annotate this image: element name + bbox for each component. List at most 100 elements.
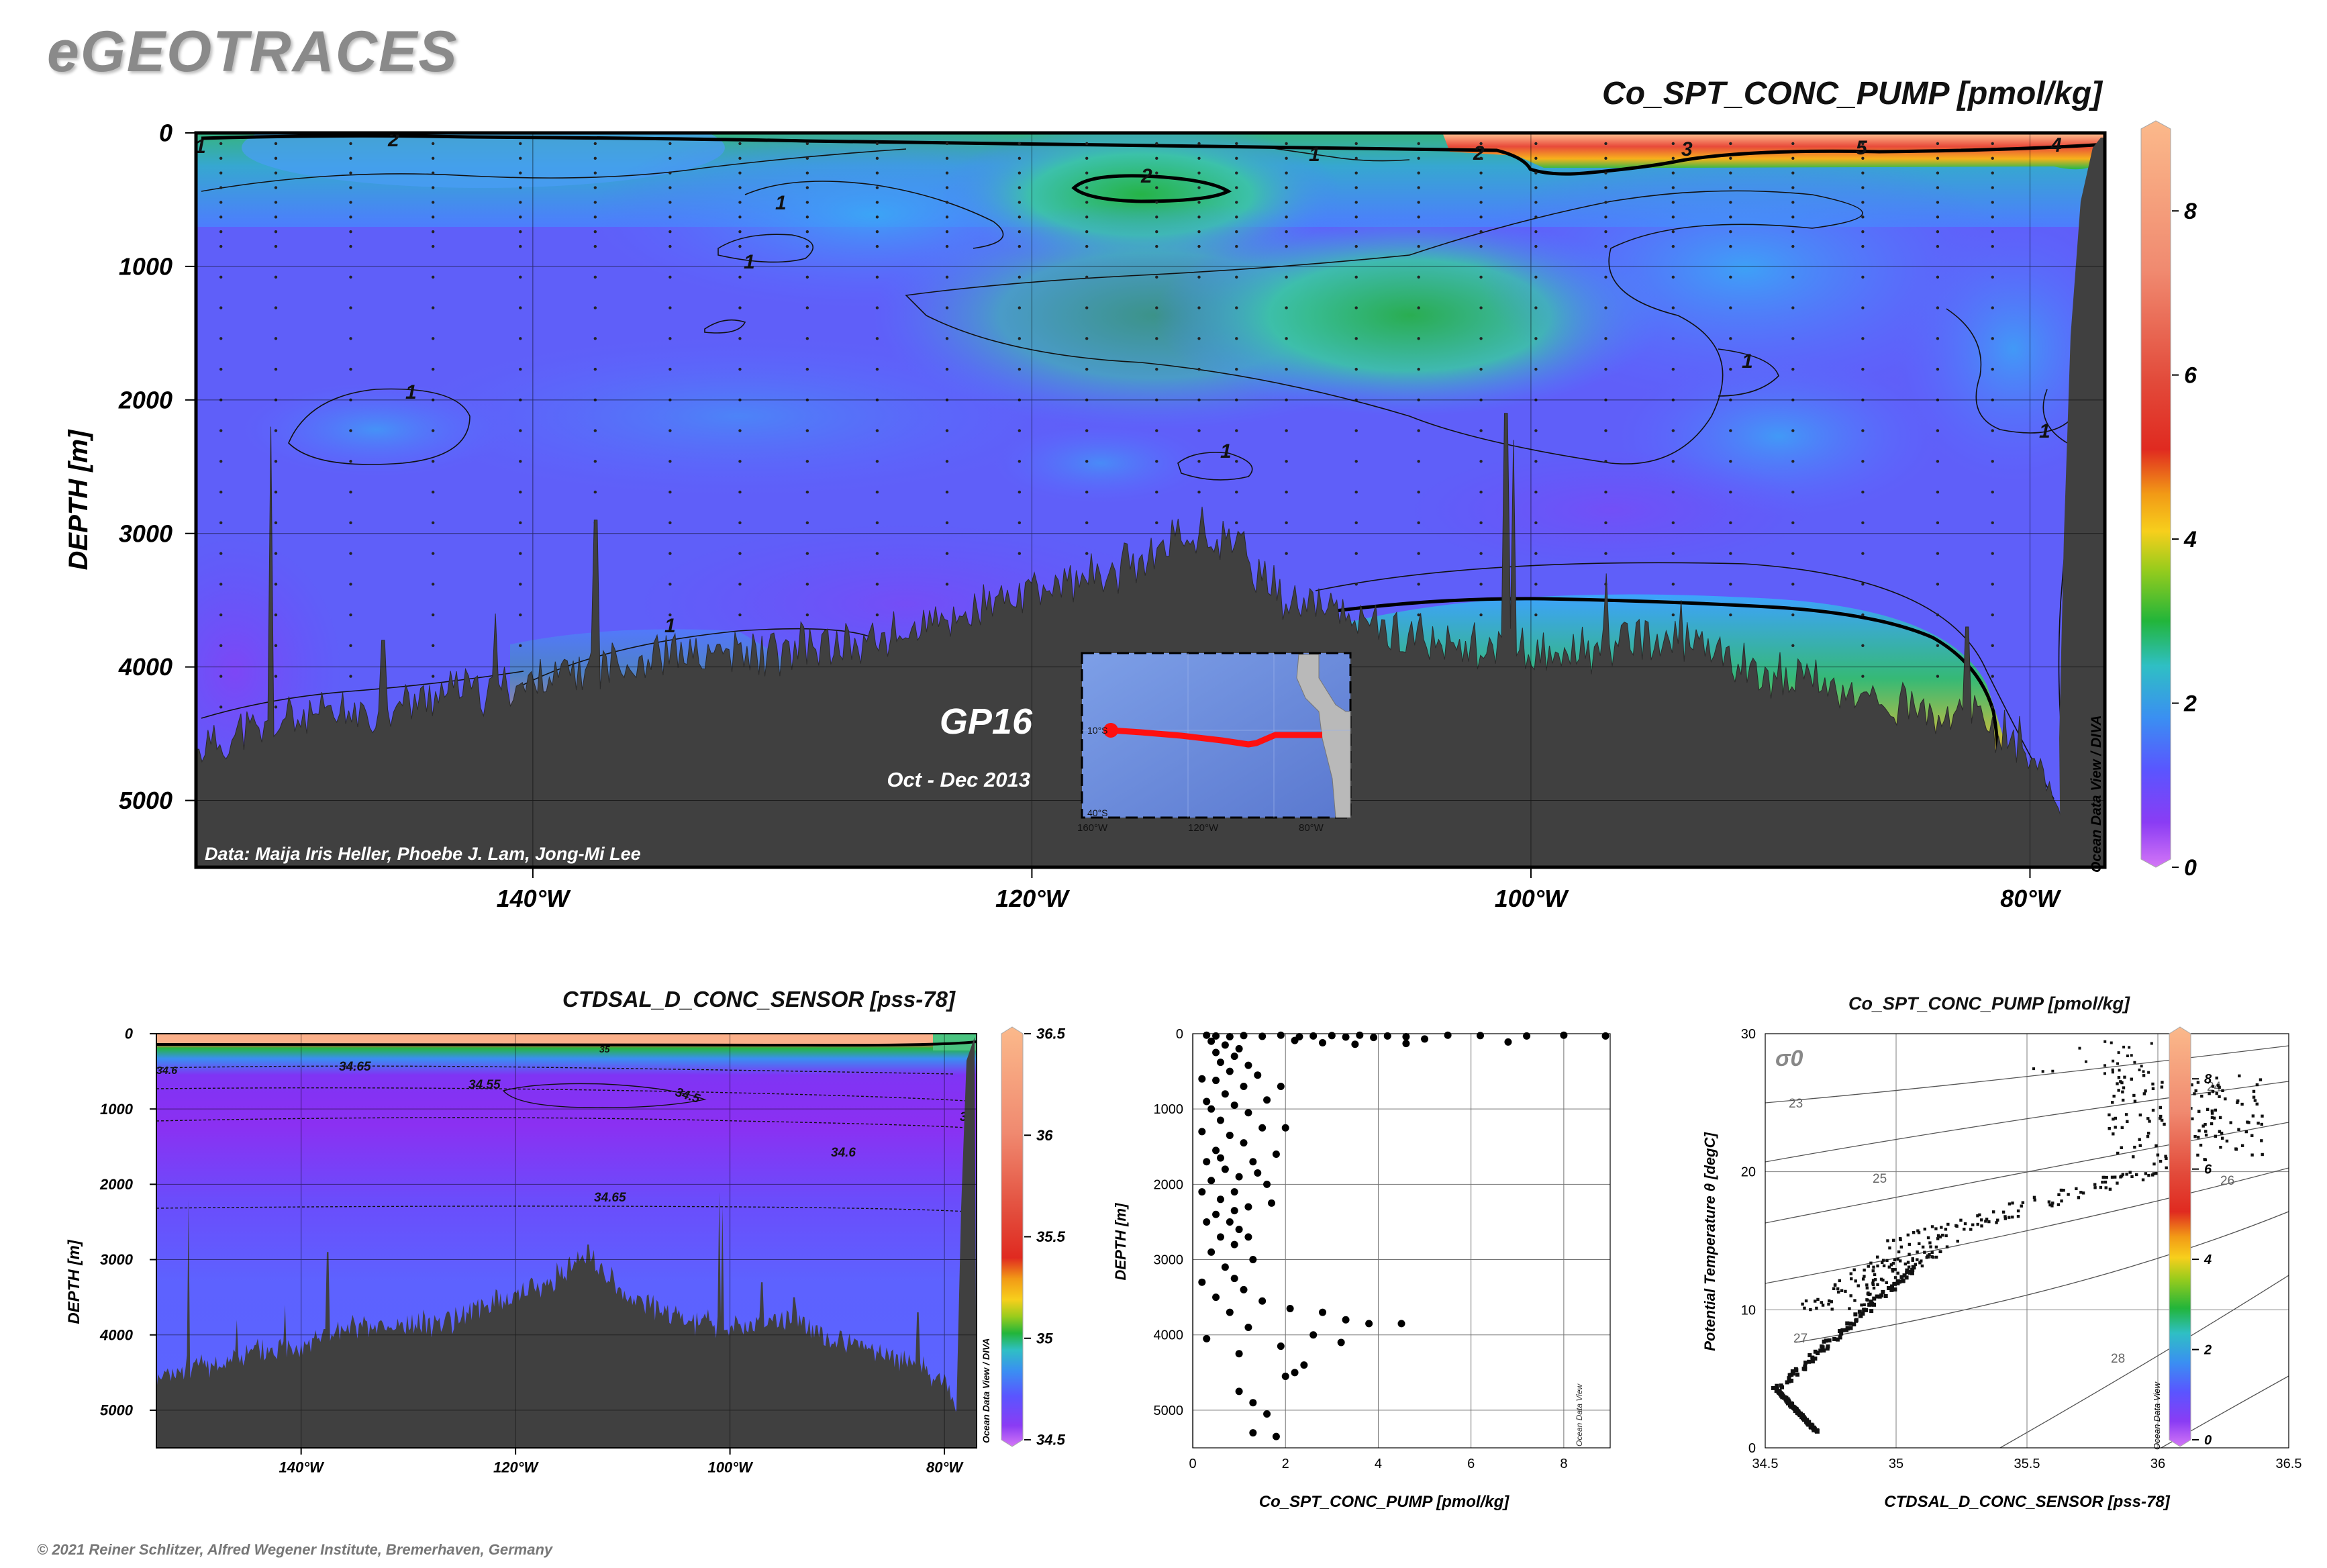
ts-point [2133,1145,2136,1149]
station-sample [738,367,742,371]
ts-point [2119,1080,2122,1083]
ts-point [1885,1281,1888,1284]
station-sample [1991,156,1994,160]
ts-point [1910,1271,1914,1275]
ts-point [1984,1220,1987,1223]
station-sample [1534,490,1538,494]
station-sample [1197,429,1201,432]
station-sample [1991,552,1994,555]
salinity-y-axis-label: DEPTH [m] [65,1239,83,1324]
ts-isopycnals [1765,1045,2289,1448]
station-sample [593,275,597,279]
station-sample [1155,142,1158,146]
ts-point [1863,1268,1866,1272]
scatter-y-tick-label: 5000 [1154,1404,1184,1418]
station-sample [1671,583,1675,586]
ts-point [1946,1222,1950,1226]
station-sample [1354,215,1358,219]
station-sample [1604,275,1607,279]
station-sample [1018,215,1022,219]
station-sample [1671,613,1675,617]
station-sample [1417,275,1420,279]
svg-text:34.55: 34.55 [468,1078,501,1092]
station-sample [1534,583,1538,586]
station-sample [1861,156,1865,160]
station-sample [1861,306,1865,309]
station-sample [1729,244,1732,248]
y-tick-label: 3000 [100,1251,134,1268]
station-sample [1085,156,1089,160]
ts-point [1871,1269,1875,1273]
ts-point [1787,1379,1791,1383]
station-sample [738,230,742,234]
station-sample [1085,186,1089,189]
station-sample [1354,201,1358,204]
scatter-point [1235,1387,1243,1395]
ts-point [1852,1268,1856,1271]
ts-point [2001,1210,2006,1214]
ts-point [1816,1351,1820,1355]
station-sample [1285,337,1288,340]
scatter-x-tick-label: 0 [1189,1457,1196,1471]
ts-point [1801,1367,1806,1371]
station-sample [1354,460,1358,463]
ts-point [1803,1364,1808,1369]
ts-point [1940,1226,1943,1229]
ts-point [2126,1055,2129,1058]
ts-point [1976,1214,1979,1218]
station-sample [1018,142,1022,146]
ts-point [1987,1220,1991,1224]
ts-point [1787,1373,1792,1377]
ts-point [1892,1282,1895,1285]
station-sample [1285,490,1288,494]
station-sample [349,552,352,555]
ts-point [2255,1083,2259,1087]
scatter-point [1258,1297,1267,1305]
scatter-point [1356,1031,1364,1039]
station-sample [1155,337,1158,340]
station-sample [1354,156,1358,160]
ts-point [1844,1289,1847,1293]
station-sample [1729,429,1732,432]
ts-point [2112,1118,2115,1121]
station-sample [1936,156,1940,160]
station-sample [219,613,223,617]
station-sample [1604,186,1607,189]
ts-point [2051,1202,2054,1205]
ts-point [2050,1204,2054,1208]
ts-point [1991,1210,1995,1214]
ts-point [2103,1180,2108,1184]
ts-point [2101,1181,2104,1184]
ts-point [2155,1172,2158,1175]
station-sample [1354,142,1358,146]
scatter-point [1230,1188,1238,1196]
scatter-point [1263,1410,1271,1418]
ts-point [2237,1128,2240,1131]
scatter-point [1244,1203,1252,1211]
station-sample [738,186,742,189]
station-sample [431,171,435,175]
ts-point [1944,1228,1948,1231]
ts-point [2079,1191,2083,1194]
station-sample [1991,337,1994,340]
station-sample [431,552,435,555]
ts-point [2121,1090,2124,1093]
ts-point [1891,1269,1895,1273]
ts-point [1860,1304,1863,1307]
y-tick-label: 5000 [119,787,172,814]
station-sample [1285,429,1288,432]
station-sample [1936,230,1940,234]
station-sample [1791,244,1795,248]
station-sample [805,429,809,432]
station-sample [669,613,672,617]
ts-point [2218,1085,2221,1089]
svg-text:1: 1 [405,381,417,403]
station-sample [1197,201,1201,204]
station-sample [1285,244,1288,248]
station-sample [738,521,742,525]
ts-point [2128,1046,2131,1049]
station-sample [1085,337,1089,340]
station-sample [1729,521,1732,525]
ts-point [2251,1114,2255,1118]
station-sample [519,337,522,340]
